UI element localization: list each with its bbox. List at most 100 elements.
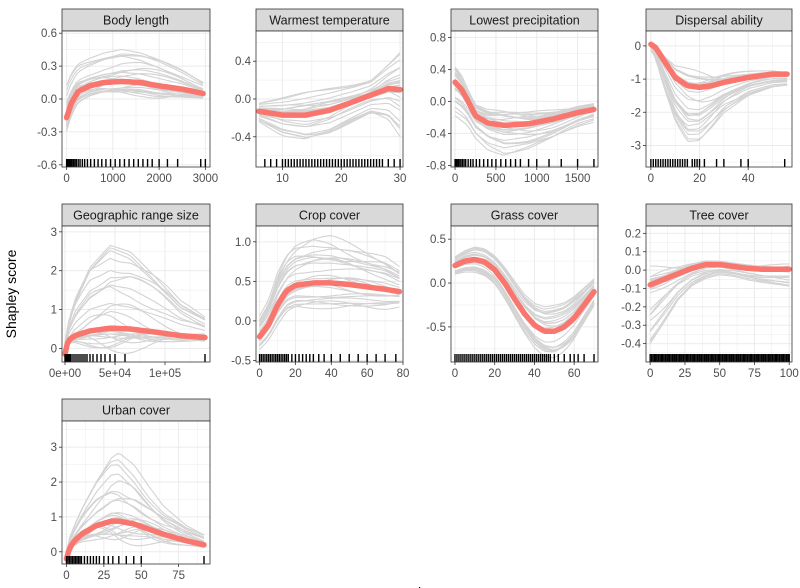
bootstrap-curve <box>65 464 205 553</box>
y-tick-label: 0.1 <box>625 247 641 259</box>
x-tick-label: 20 <box>335 173 348 185</box>
bootstrap-curve <box>454 269 595 353</box>
x-tick-label: 0 <box>63 173 69 185</box>
y-tick-label: -0.2 <box>621 302 641 314</box>
bootstrap-curve <box>259 268 400 328</box>
x-tick-label: 0 <box>648 173 654 185</box>
y-tick-label: -0.6 <box>37 160 57 172</box>
y-tick-label: -0.5 <box>426 322 446 334</box>
bootstrap-curve <box>454 266 595 349</box>
mean-curve <box>62 325 208 357</box>
bootstrap-curve <box>65 499 205 557</box>
bootstrap-curve <box>65 492 205 555</box>
panel-grass-cover: Grass cover 0 20 40 60 -0.5 0.0 0.5 <box>426 203 599 380</box>
panel-geographic-range-size: Geographic range size 0e+00 5e+04 1e+05 0 1 2 3 <box>49 203 211 380</box>
x-tick-label: 0 <box>256 368 262 380</box>
x-tick-label: 500 <box>486 173 505 185</box>
mean-curve <box>63 518 207 562</box>
y-tick-label: 0 <box>51 343 57 355</box>
y-tick-label: 0.3 <box>41 61 57 73</box>
rug <box>65 556 205 564</box>
bootstrap-curve <box>454 67 595 120</box>
y-tick-label: -0.4 <box>426 128 446 140</box>
x-tick-label: 40 <box>325 368 338 380</box>
y-tick-label: 0.8 <box>430 32 446 44</box>
x-tick-label: 3000 <box>193 173 219 185</box>
bootstrap-curve <box>259 301 400 346</box>
panel-border <box>61 225 211 363</box>
bootstrap-curve <box>64 249 206 344</box>
x-tick-label: 40 <box>528 368 541 380</box>
panel-crop-cover: Crop cover 0 20 40 60 80 -0.5 0.0 0.5 1.0 <box>231 203 410 380</box>
panel-border <box>645 225 793 363</box>
y-tick-label: 0.0 <box>625 265 641 277</box>
y-tick-label: -0.4 <box>621 339 641 351</box>
panel-tree-cover: Tree cover 0 25 50 75 100 -0.4 -0.3 -0.2 -0.1 0.0 0… <box>621 203 799 380</box>
mean-curve <box>256 85 403 118</box>
gridlines <box>646 226 792 362</box>
panel-body-length: Body length 0 1000 2000 3000 -0.6 -0.3 0.0 0.3 0.… <box>37 8 219 185</box>
rug <box>258 354 397 362</box>
bootstrap-curve <box>259 245 400 317</box>
bootstrap-curve <box>258 112 401 136</box>
bootstrap-curve <box>258 97 401 122</box>
panel-urban-cover: Urban cover 0 25 50 75 0 1 2 3 <box>51 398 211 582</box>
bootstrap-curve <box>454 96 595 136</box>
bootstrap-curve <box>64 276 206 348</box>
mean-curve <box>648 41 790 91</box>
bootstrap-curve <box>650 45 788 102</box>
y-tick-label: 0.5 <box>235 276 251 288</box>
bootstrap-curve <box>650 48 788 135</box>
y-tick-label: -3 <box>631 140 641 152</box>
gridlines <box>62 31 210 167</box>
bootstrap-curve <box>649 273 790 341</box>
x-tick-label: 25 <box>679 368 692 380</box>
x-tick-label: 50 <box>135 570 148 582</box>
y-tick-label: 0.2 <box>625 228 641 240</box>
y-tick-label: 0 <box>635 41 641 53</box>
bootstrap-curve <box>258 110 401 138</box>
x-axis-label: value <box>403 584 437 588</box>
bootstrap-curve <box>258 59 401 106</box>
bootstrap-curve <box>259 297 400 345</box>
y-tick-label: 1 <box>51 305 57 317</box>
x-tick-label: 100 <box>780 368 799 380</box>
x-tick-label: 0 <box>452 368 458 380</box>
y-tick-label: 3 <box>51 227 57 239</box>
bootstrap-curve <box>64 286 206 348</box>
y-tick-label: 0.0 <box>430 278 446 290</box>
bootstrap-curve <box>454 249 595 314</box>
x-tick-label: 10 <box>276 173 289 185</box>
mean-curve <box>452 79 597 129</box>
bootstrap-curve <box>258 102 401 128</box>
y-axis-label: Shapley score <box>3 249 19 338</box>
panel-title: Geographic range size <box>73 209 199 223</box>
x-tick-label: 20 <box>289 368 302 380</box>
x-tick-label: 80 <box>397 368 410 380</box>
y-tick-label: 0.5 <box>430 234 446 246</box>
panel-title: Dispersal ability <box>675 14 763 28</box>
panel-lowest-precipitation: Lowest precipitation 0 500 1000 1500 -0.8 -0.4… <box>426 8 599 185</box>
x-tick-label: 75 <box>748 368 761 380</box>
panel-title: Tree cover <box>689 209 748 223</box>
bootstrap-curve <box>259 257 400 326</box>
bootstrap-curve <box>649 269 790 321</box>
x-tick-label: 5e+04 <box>99 368 132 380</box>
x-tick-label: 60 <box>361 368 374 380</box>
rug <box>264 159 401 167</box>
panel-title: Body length <box>103 14 169 28</box>
panel-title: Lowest precipitation <box>469 14 580 28</box>
y-tick-label: 0 <box>51 547 57 559</box>
bootstrap-curve <box>650 44 788 103</box>
panel-border <box>61 420 211 565</box>
x-tick-label: 1000 <box>524 173 550 185</box>
bootstrap-curve <box>64 269 206 344</box>
x-tick-label: 25 <box>97 570 110 582</box>
x-tick-label: 2000 <box>146 173 172 185</box>
mean-curve <box>647 261 792 288</box>
panel-title: Grass cover <box>491 209 558 223</box>
x-tick-label: 1000 <box>100 173 126 185</box>
y-tick-label: -0.1 <box>621 283 641 295</box>
rug <box>649 354 790 362</box>
